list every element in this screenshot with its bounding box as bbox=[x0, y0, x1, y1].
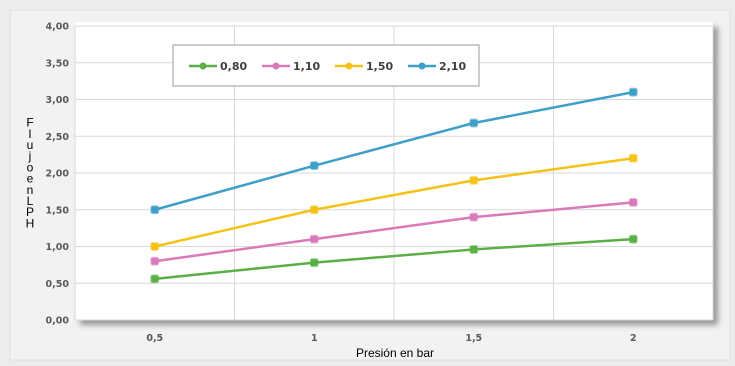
legend-marker bbox=[419, 63, 426, 70]
y-tick-label: 0,00 bbox=[46, 316, 70, 327]
data-point bbox=[151, 243, 158, 250]
data-point bbox=[630, 155, 637, 162]
legend: 0,80 1,10 1,50 2,10 bbox=[173, 45, 479, 86]
y-tick-label: 2,50 bbox=[46, 132, 70, 143]
y-tick-label: 3,00 bbox=[46, 95, 70, 106]
y-tick-label: 1,00 bbox=[46, 242, 70, 253]
y-tick-label: 4,00 bbox=[46, 22, 70, 33]
y-tick-label: 3,50 bbox=[46, 58, 70, 69]
y-axis-ticks: 0,00 0,50 1,00 1,50 2,00 2,50 3,00 3,50 4,00 bbox=[46, 22, 70, 327]
legend-marker bbox=[200, 63, 207, 70]
data-point bbox=[151, 258, 158, 265]
data-point bbox=[630, 236, 637, 243]
y-tick-label: 2,00 bbox=[46, 169, 70, 180]
legend-marker bbox=[273, 63, 280, 70]
x-tick-label: 2 bbox=[630, 333, 637, 344]
x-tick-label: 1,5 bbox=[465, 333, 482, 344]
x-tick-label: 1 bbox=[311, 333, 318, 344]
legend-label: 2,10 bbox=[439, 60, 466, 73]
x-tick-label: 0,5 bbox=[146, 333, 163, 344]
y-tick-label: 0,50 bbox=[46, 279, 70, 290]
y-tick-label: 1,50 bbox=[46, 205, 70, 216]
data-point bbox=[151, 275, 158, 282]
data-point bbox=[470, 177, 477, 184]
data-point bbox=[151, 206, 158, 213]
data-point bbox=[630, 199, 637, 206]
legend-label: 1,10 bbox=[293, 60, 320, 73]
data-point bbox=[311, 206, 318, 213]
data-point bbox=[470, 246, 477, 253]
data-point bbox=[311, 162, 318, 169]
data-point bbox=[470, 214, 477, 221]
legend-label: 0,80 bbox=[220, 60, 247, 73]
data-point bbox=[630, 89, 637, 96]
y-axis-title-char: H bbox=[26, 216, 35, 230]
data-point bbox=[311, 236, 318, 243]
x-axis-title: Presión en bar bbox=[356, 346, 434, 360]
data-point bbox=[311, 259, 318, 266]
legend-marker bbox=[346, 63, 353, 70]
data-point bbox=[470, 120, 477, 127]
legend-label: 1,50 bbox=[366, 60, 393, 73]
